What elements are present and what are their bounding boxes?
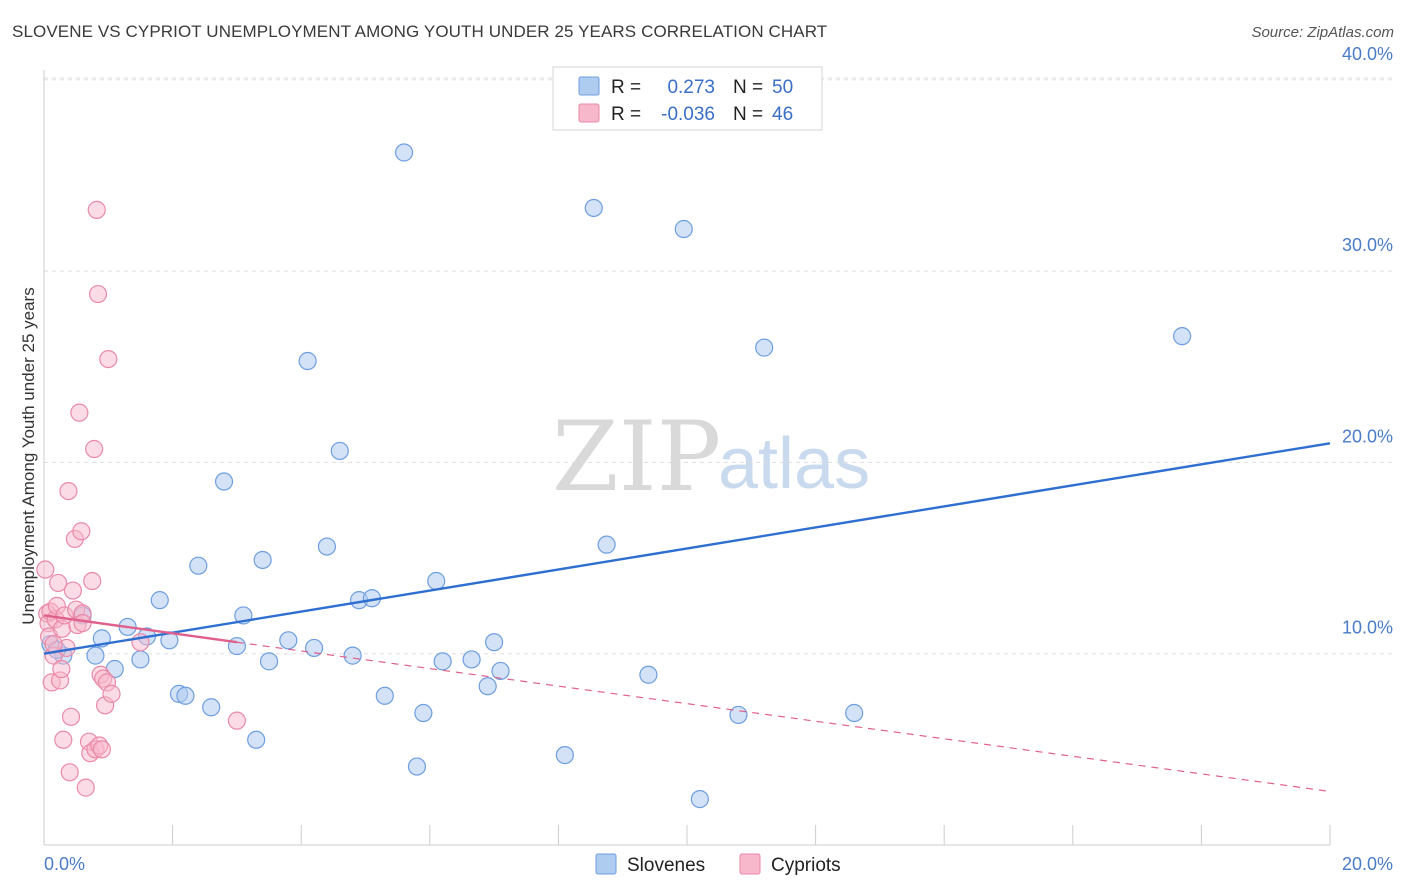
slovene-point: [1173, 327, 1192, 346]
bottom-legend-label-slovenes: Slovenes: [627, 855, 705, 876]
cypriot-point: [49, 573, 68, 593]
slovene-point: [253, 550, 272, 570]
slovene-point: [394, 143, 414, 162]
slovene-point: [176, 686, 195, 705]
slovene-point: [150, 591, 169, 610]
legend-swatch-cypriot: [578, 103, 600, 123]
slovene-point: [330, 441, 349, 461]
slovene-point: [259, 652, 279, 671]
watermark-atlas: atlas: [718, 424, 870, 504]
slovene-point: [214, 472, 234, 491]
slovene-point: [131, 650, 150, 669]
slovene-point: [414, 703, 433, 723]
slovene-point: [227, 636, 246, 656]
x-tick-label-max: 20.0%: [1342, 854, 1393, 874]
cypriot-point: [60, 763, 79, 782]
cypriot-point: [70, 403, 89, 422]
y-tick-labels: 10.0% 20.0% 30.0% 40.0%: [1342, 44, 1393, 638]
x-ticks: [43, 825, 1331, 845]
cypriot-point: [59, 481, 78, 501]
slovene-point: [304, 638, 324, 658]
slovene-point: [298, 351, 317, 371]
cypriot-trend-line-extension: [236, 641, 1331, 793]
slovene-trend-line: [43, 442, 1331, 655]
legend-n-value-cypriot: 46: [772, 104, 793, 125]
y-tick-label: 30.0%: [1342, 235, 1393, 255]
cypriot-point: [227, 711, 246, 730]
cypriot-point: [87, 200, 106, 219]
cypriot-point: [73, 613, 92, 633]
cypriot-point: [54, 730, 73, 749]
y-tick-label: 40.0%: [1342, 44, 1393, 64]
cypriot-trend-line: [43, 614, 238, 644]
cypriot-point: [76, 778, 95, 797]
slovene-point: [343, 646, 362, 665]
cypriot-point: [63, 581, 83, 600]
slovene-point: [462, 650, 481, 669]
cypriot-point: [83, 571, 102, 591]
cypriot-point: [61, 707, 81, 726]
correlation-legend: R = 0.273 N = 50 R = -0.036 N = 46: [552, 66, 823, 131]
slovene-point: [639, 665, 658, 684]
y-tick-label: 20.0%: [1342, 426, 1393, 446]
bottom-legend-swatch-cypriots: [739, 853, 761, 875]
source-label: Source: ZipAtlas.com: [1251, 24, 1394, 41]
slovene-point: [433, 652, 452, 671]
slovene-point: [86, 646, 105, 665]
slovene-point: [845, 703, 864, 723]
cypriot-point: [85, 439, 104, 459]
cypriot-point: [92, 740, 111, 759]
slovene-point: [584, 198, 603, 218]
watermark-zip: ZIP: [552, 401, 721, 513]
legend-r-value-cypriot: -0.036: [661, 104, 715, 125]
cypriot-point: [102, 684, 121, 703]
slovene-point: [729, 705, 748, 725]
legend-n-label-cypriot: N =: [733, 104, 763, 125]
slovene-point: [375, 686, 394, 705]
y-tick-label: 10.0%: [1342, 618, 1393, 638]
slovene-point: [427, 571, 446, 591]
legend-swatch-slovene: [578, 76, 600, 96]
slovene-point: [690, 789, 709, 809]
cypriot-points: [36, 200, 246, 797]
cypriot-point: [36, 560, 55, 579]
slovene-point: [485, 633, 504, 652]
legend-r-label-slovene: R =: [611, 77, 641, 98]
slovene-point: [674, 219, 693, 239]
slovene-point: [317, 537, 337, 556]
bottom-legend-swatch-slovenes: [595, 853, 617, 875]
cypriot-point: [52, 659, 71, 679]
cypriot-point: [99, 349, 118, 369]
slovene-point: [597, 535, 616, 554]
cypriot-point: [88, 284, 108, 304]
x-tick-label-min: 0.0%: [44, 854, 85, 874]
series-legend: Slovenes Cypriots: [595, 853, 841, 876]
slovene-point: [755, 338, 774, 357]
y-axis-label: Unemployment Among Youth under 25 years: [19, 287, 38, 624]
gridlines: [44, 77, 1393, 655]
slovene-point: [407, 757, 427, 776]
slovene-point: [555, 745, 574, 765]
legend-r-value-slovene: 0.273: [667, 77, 715, 98]
slovene-point: [202, 698, 221, 717]
chart-title: SLOVENE VS CYPRIOT UNEMPLOYMENT AMONG YO…: [12, 22, 828, 41]
slovene-point: [189, 556, 208, 575]
slovene-point: [247, 730, 266, 749]
bottom-legend-label-cypriots: Cypriots: [771, 855, 841, 876]
cypriot-point: [72, 522, 91, 541]
legend-n-label-slovene: N =: [733, 77, 763, 98]
slovene-point: [279, 631, 298, 650]
legend-r-label-cypriot: R =: [611, 104, 641, 125]
slovene-point: [478, 677, 497, 696]
trend-lines: [43, 442, 1331, 793]
legend-n-value-slovene: 50: [772, 77, 793, 98]
slovene-point: [491, 661, 510, 681]
